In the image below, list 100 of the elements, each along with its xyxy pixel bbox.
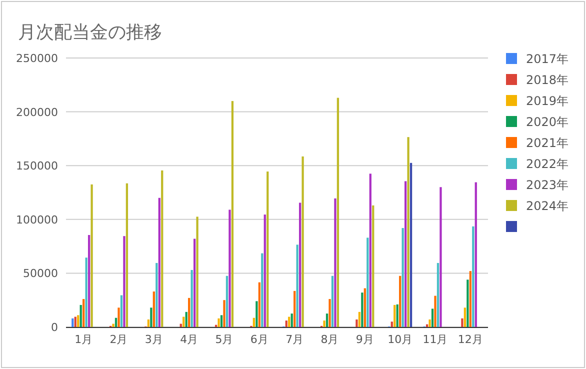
bar: [410, 162, 412, 327]
legend-label: 2023年: [526, 178, 569, 192]
bar: [161, 170, 164, 327]
bar: [404, 181, 407, 327]
bar: [323, 320, 326, 327]
bar: [226, 276, 228, 327]
bar: [150, 308, 152, 327]
bar: [298, 202, 302, 327]
bar: [372, 205, 374, 327]
y-tick-label: 150000: [16, 160, 58, 173]
bar: [261, 253, 264, 327]
bar: [231, 101, 234, 327]
bar: [264, 214, 266, 327]
bar: [396, 304, 398, 327]
bar: [361, 292, 364, 327]
bar: [328, 299, 331, 327]
bar: [114, 318, 118, 327]
legend-label: 2024年: [526, 199, 569, 213]
bar: [440, 187, 442, 327]
bar: [156, 262, 158, 327]
bar: [88, 235, 90, 327]
y-tick-label: 50000: [23, 267, 58, 280]
bar: [302, 156, 304, 327]
bar: [399, 276, 402, 327]
bar: [358, 312, 361, 327]
bar: [252, 318, 256, 327]
bar: [196, 216, 198, 327]
bar: [356, 319, 358, 327]
x-tick-label: 12月: [458, 333, 483, 346]
bar: [220, 315, 223, 327]
bar: [74, 316, 76, 327]
bar: [112, 324, 114, 327]
bar: [434, 296, 436, 327]
bar: [431, 308, 434, 327]
x-tick-label: 4月: [180, 333, 198, 346]
x-tick-label: 8月: [320, 333, 339, 346]
legend-label: 2022年: [526, 157, 569, 171]
bar: [218, 318, 220, 327]
bar: [147, 319, 150, 327]
bar: [90, 184, 93, 327]
bar: [461, 318, 464, 327]
bar: [334, 198, 336, 327]
bar: [85, 258, 88, 327]
bar: [182, 316, 185, 327]
bar: [407, 137, 410, 327]
bar: [474, 182, 477, 327]
x-tick-label: 11月: [422, 333, 448, 346]
bar: [80, 304, 82, 327]
bar: [294, 290, 296, 327]
bar: [82, 299, 85, 327]
y-tick-label: 250000: [16, 52, 58, 65]
x-tick-label: 6月: [250, 333, 268, 346]
bar: [428, 319, 431, 327]
x-tick-label: 5月: [215, 333, 234, 346]
bar: [118, 308, 120, 327]
bar: [77, 315, 80, 327]
x-tick-label: 7月: [286, 333, 304, 346]
bar: [223, 300, 226, 327]
bar: [366, 238, 369, 327]
bar: [296, 244, 298, 327]
bar: [256, 301, 258, 327]
bar: [266, 172, 269, 327]
bar: [123, 236, 126, 327]
y-tick-label: 100000: [16, 213, 58, 226]
bar: [290, 314, 293, 327]
bar: [326, 314, 328, 327]
x-tick-label: 3月: [144, 333, 163, 346]
bar: [158, 198, 160, 327]
bar: [152, 291, 155, 327]
legend-label: 2017年: [526, 52, 569, 66]
bar: [193, 238, 196, 327]
y-tick-label: 200000: [16, 106, 58, 119]
bar: [369, 174, 372, 327]
bar: [288, 316, 290, 327]
bar: [190, 270, 193, 327]
bar: [120, 295, 123, 327]
x-tick-label: 9月: [356, 333, 374, 346]
bar: [336, 98, 340, 327]
legend-label: 2021年: [526, 136, 569, 150]
x-tick-label: 1月: [74, 333, 93, 346]
bar: [390, 322, 393, 327]
bar: [285, 320, 288, 327]
bar: [472, 226, 474, 327]
bar: [464, 308, 466, 327]
bar: [188, 298, 190, 327]
bar: [466, 280, 469, 327]
bar: [72, 318, 74, 327]
chart-title: 月次配当金の推移: [18, 22, 162, 43]
x-tick-label: 10月: [388, 333, 413, 346]
bar: [364, 288, 366, 327]
bar: [228, 210, 231, 327]
legend-label: 2018年: [526, 73, 569, 87]
x-tick-label: 2月: [110, 333, 128, 346]
bar: [436, 262, 440, 327]
bar: [185, 312, 188, 327]
bar: [126, 183, 128, 327]
bar: [258, 282, 260, 327]
legend-label: 2019年: [526, 94, 569, 108]
bar: [402, 228, 404, 327]
bar: [331, 276, 334, 327]
